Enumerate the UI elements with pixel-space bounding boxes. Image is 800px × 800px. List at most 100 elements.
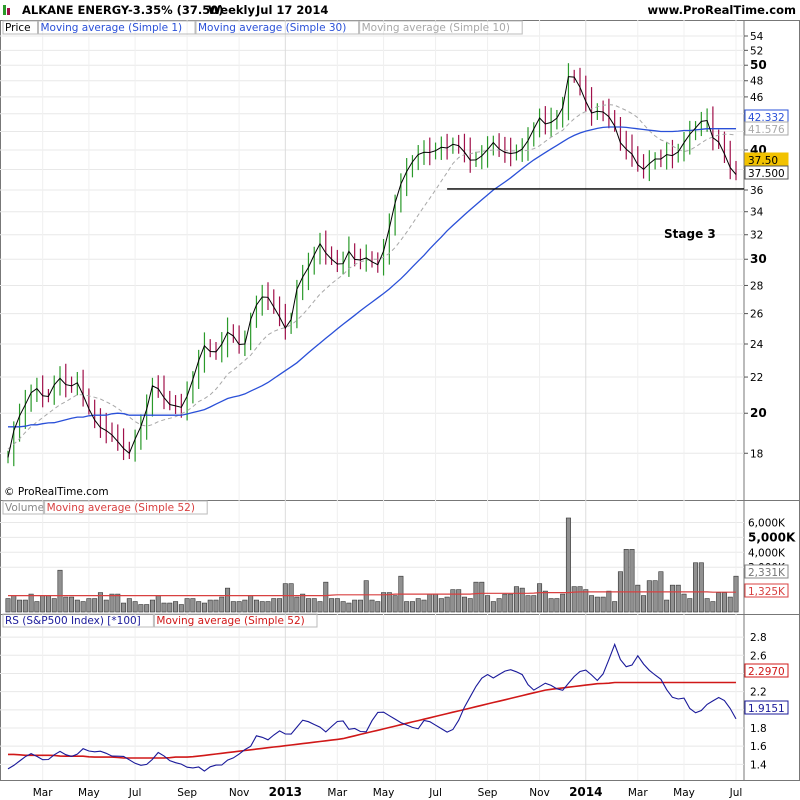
- x-tick-label: 2013: [269, 785, 302, 799]
- volume-bar: [22, 599, 28, 613]
- x-tick-label: Jul: [128, 787, 142, 799]
- volume-legend-item: Volume: [5, 502, 44, 514]
- volume-bar: [190, 598, 196, 613]
- volume-bar: [5, 598, 11, 613]
- volume-bar: [444, 596, 450, 613]
- volume-bar: [404, 601, 410, 613]
- volume-bar: [317, 601, 323, 613]
- price-tick-label: 22: [750, 372, 763, 384]
- volume-bar: [560, 593, 566, 613]
- volume-bar: [710, 601, 716, 613]
- volume-bar: [467, 598, 473, 613]
- volume-panel: [5, 517, 739, 613]
- x-tick-label: Nov: [229, 787, 250, 799]
- rs-ma-line: [8, 681, 736, 759]
- volume-bar: [479, 581, 485, 613]
- volume-bar: [542, 590, 548, 613]
- rs-legend-item-box: [2, 613, 154, 628]
- price-tick-label: 36: [750, 185, 764, 197]
- volume-bar: [369, 599, 375, 613]
- panel-frame: [0, 20, 800, 501]
- volume-bar: [323, 581, 329, 613]
- volume-bar: [594, 596, 600, 613]
- volume-bar: [571, 586, 577, 613]
- volume-bar: [496, 598, 502, 613]
- price-tick-label: 20: [750, 406, 767, 420]
- volume-bar: [606, 590, 612, 613]
- volume-bar: [248, 595, 254, 613]
- volume-bar: [519, 587, 525, 613]
- price-legend-item-box: [2, 20, 38, 35]
- volume-bar: [433, 593, 439, 613]
- volume-bar: [219, 596, 225, 613]
- price-tick-label: 26: [750, 309, 764, 321]
- rs-legend-item: RS (S&P500 Index) [*100]: [5, 615, 141, 627]
- volume-bar: [583, 589, 589, 613]
- volume-bar: [161, 602, 167, 613]
- x-tick-label: Mar: [33, 787, 53, 799]
- volume-bar: [687, 598, 693, 613]
- price-legend-item: Price: [5, 22, 31, 34]
- rs-value-label: 1.9151: [748, 703, 785, 715]
- volume-bar: [259, 601, 265, 613]
- volume-bar: [363, 580, 369, 613]
- price-tick-label: 54: [750, 31, 764, 43]
- rs-value-label: 2.2970: [748, 666, 785, 678]
- volume-bar: [213, 599, 219, 613]
- volume-bar: [340, 601, 346, 613]
- rs-legend-item: Moving average (Simple 52): [156, 615, 304, 627]
- rs-line: [7, 642, 737, 772]
- rs-tick-label: 2.8: [750, 632, 767, 644]
- price-tick-label: 50: [750, 58, 767, 72]
- rs-value-label-box: [744, 700, 789, 715]
- volume-bar: [698, 562, 704, 613]
- volume-bar: [415, 598, 421, 613]
- volume-bar: [63, 596, 69, 613]
- volume-bar: [450, 589, 456, 613]
- x-tick-label: Sep: [478, 787, 498, 799]
- volume-bar: [612, 601, 618, 613]
- price-tick-label: 24: [750, 339, 764, 351]
- volume-value-label-box: [744, 583, 789, 598]
- volume-bar: [225, 587, 231, 613]
- price-tick-label: 28: [750, 280, 763, 292]
- volume-bar: [693, 562, 699, 613]
- price-legend-item-box: [359, 20, 523, 35]
- volume-bar: [427, 593, 433, 613]
- volume-bar: [34, 601, 40, 613]
- volume-tick-label: 4,000K: [748, 547, 786, 559]
- price-value-label-box: [744, 165, 789, 180]
- volume-bar: [681, 593, 687, 613]
- volume-bar: [121, 602, 127, 613]
- x-tick-label: 2014: [569, 785, 602, 799]
- volume-bar: [242, 599, 248, 613]
- volume-bar: [733, 575, 739, 613]
- rs-value-label-box: [744, 663, 789, 678]
- x-tick-label: Mar: [327, 787, 347, 799]
- watermark: © ProRealTime.com: [4, 486, 109, 498]
- price-legend-item: Moving average (Simple 10): [362, 22, 510, 34]
- volume-bar: [207, 599, 213, 613]
- volume-bar: [641, 595, 647, 613]
- volume-bar: [675, 584, 681, 613]
- volume-bar: [265, 601, 271, 613]
- volume-bar: [461, 596, 467, 613]
- volume-bar: [305, 598, 311, 613]
- volume-legend-item-box: [44, 500, 208, 515]
- volume-bar: [375, 601, 381, 613]
- volume-bar: [600, 596, 606, 613]
- volume-bar: [178, 604, 184, 613]
- volume-tick-label: 6,000K: [748, 517, 786, 529]
- volume-bar: [629, 549, 635, 613]
- price-legend-item: Moving average (Simple 30): [198, 22, 346, 34]
- volume-bar: [721, 592, 727, 613]
- price-tick-label: 32: [750, 230, 763, 242]
- volume-bar: [669, 584, 675, 613]
- volume-bar: [525, 595, 531, 613]
- volume-bar: [57, 569, 63, 613]
- chart-date: Jul 17 2014: [255, 3, 328, 17]
- volume-bar: [490, 601, 496, 613]
- volume-bar: [92, 598, 98, 613]
- stock-change: -3.35% (37.50): [128, 3, 224, 17]
- grid-lines: [0, 20, 744, 780]
